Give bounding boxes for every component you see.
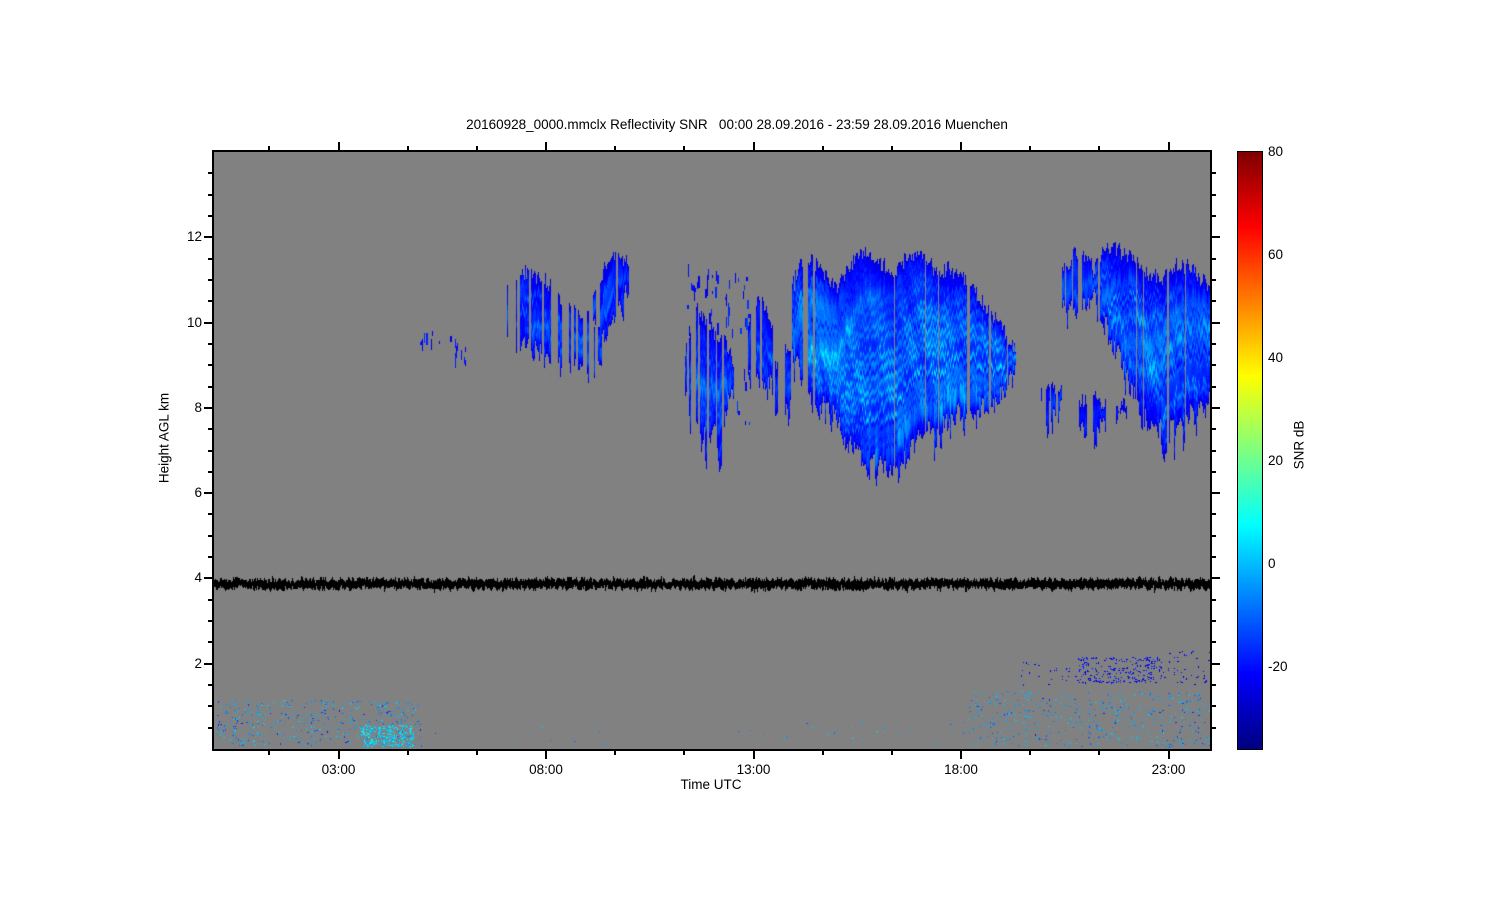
colorbar bbox=[1237, 151, 1263, 750]
x-tick-label: 08:00 bbox=[529, 762, 563, 777]
y-tick-label: 10 bbox=[186, 314, 202, 330]
colorbar-gradient-canvas bbox=[1238, 152, 1262, 749]
colorbar-tick-label: 40 bbox=[1268, 349, 1284, 365]
colorbar-tick-label: 80 bbox=[1268, 144, 1284, 159]
x-major-tick-top bbox=[545, 142, 547, 150]
y-minor-tick-right bbox=[1212, 534, 1216, 537]
y-tick-label: 2 bbox=[194, 655, 202, 671]
x-major-tick-top bbox=[1167, 142, 1170, 150]
y-minor-tick-right bbox=[1212, 385, 1216, 388]
y-minor-tick-right bbox=[1212, 726, 1216, 729]
x-major-tick-top bbox=[337, 142, 340, 150]
y-minor-tick-right bbox=[1212, 428, 1216, 431]
y-major-tick-right bbox=[1212, 492, 1220, 495]
y-minor-tick-right bbox=[1212, 556, 1216, 559]
colorbar-tick-label: -20 bbox=[1268, 658, 1288, 674]
y-minor-tick-right bbox=[1212, 513, 1216, 516]
y-minor-tick-right bbox=[1212, 470, 1216, 473]
x-minor-tick bbox=[406, 751, 409, 755]
y-major-tick bbox=[204, 577, 212, 580]
y-tick-label: 8 bbox=[194, 399, 202, 415]
y-major-tick-right bbox=[1212, 321, 1220, 324]
y-minor-tick-right bbox=[1212, 449, 1216, 452]
y-minor-tick-right bbox=[1212, 278, 1216, 281]
y-tick-label: 6 bbox=[194, 485, 202, 501]
colorbar-axis-label-text: SNR dB bbox=[1291, 420, 1307, 470]
y-major-tick bbox=[204, 236, 212, 239]
y-minor-tick-right bbox=[1212, 193, 1216, 196]
colorbar-tick-label: 0 bbox=[1268, 555, 1276, 571]
x-minor-tick bbox=[683, 751, 686, 755]
y-major-tick bbox=[204, 662, 212, 665]
y-minor-tick-right bbox=[1212, 257, 1216, 260]
x-major-tick bbox=[752, 751, 755, 759]
y-minor-tick-right bbox=[1212, 342, 1216, 345]
y-minor-tick-right bbox=[1212, 214, 1216, 217]
x-minor-tick bbox=[1098, 751, 1101, 755]
y-major-tick-right bbox=[1212, 577, 1220, 580]
y-minor-tick-right bbox=[1212, 684, 1216, 687]
x-minor-tick bbox=[1029, 751, 1032, 755]
y-major-tick bbox=[204, 321, 212, 324]
x-major-tick-top bbox=[752, 142, 755, 150]
y-major-tick-right bbox=[1212, 236, 1220, 239]
y-minor-tick-right bbox=[1212, 300, 1216, 303]
x-major-tick bbox=[1167, 751, 1170, 759]
x-major-tick bbox=[545, 751, 547, 759]
y-tick-label: 12 bbox=[186, 229, 202, 245]
x-minor-tick bbox=[475, 751, 478, 755]
y-tick-label: 4 bbox=[194, 570, 202, 586]
y-minor-tick-right bbox=[1212, 641, 1216, 644]
plot-area bbox=[212, 150, 1212, 751]
y-minor-tick-right bbox=[1212, 598, 1216, 601]
colorbar-tick-label: 60 bbox=[1268, 246, 1284, 262]
x-axis-label: Time UTC bbox=[680, 777, 742, 792]
x-major-tick bbox=[337, 751, 340, 759]
x-minor-tick bbox=[890, 751, 893, 755]
y-major-tick-right bbox=[1212, 406, 1220, 409]
x-major-tick-top bbox=[960, 142, 962, 150]
y-axis-label-text: Height AGL km bbox=[156, 392, 172, 484]
y-major-tick bbox=[204, 406, 212, 409]
y-major-tick-right bbox=[1212, 662, 1220, 665]
y-major-tick bbox=[204, 492, 212, 495]
x-tick-label: 03:00 bbox=[321, 762, 356, 777]
y-minor-tick-right bbox=[1212, 705, 1216, 708]
y-minor-tick-right bbox=[1212, 620, 1216, 623]
x-minor-tick bbox=[821, 751, 824, 755]
x-tick-label: 23:00 bbox=[1151, 762, 1186, 777]
y-minor-tick-right bbox=[1212, 172, 1216, 175]
y-minor-tick-right bbox=[1212, 364, 1216, 367]
x-minor-tick bbox=[268, 751, 271, 755]
chart-title: 20160928_0000.mmclx Reflectivity SNR 00:… bbox=[466, 117, 1008, 132]
x-minor-tick bbox=[614, 751, 617, 755]
reflectivity-heatmap-canvas bbox=[214, 152, 1210, 749]
x-tick-label: 18:00 bbox=[944, 762, 978, 777]
x-major-tick bbox=[960, 751, 962, 759]
